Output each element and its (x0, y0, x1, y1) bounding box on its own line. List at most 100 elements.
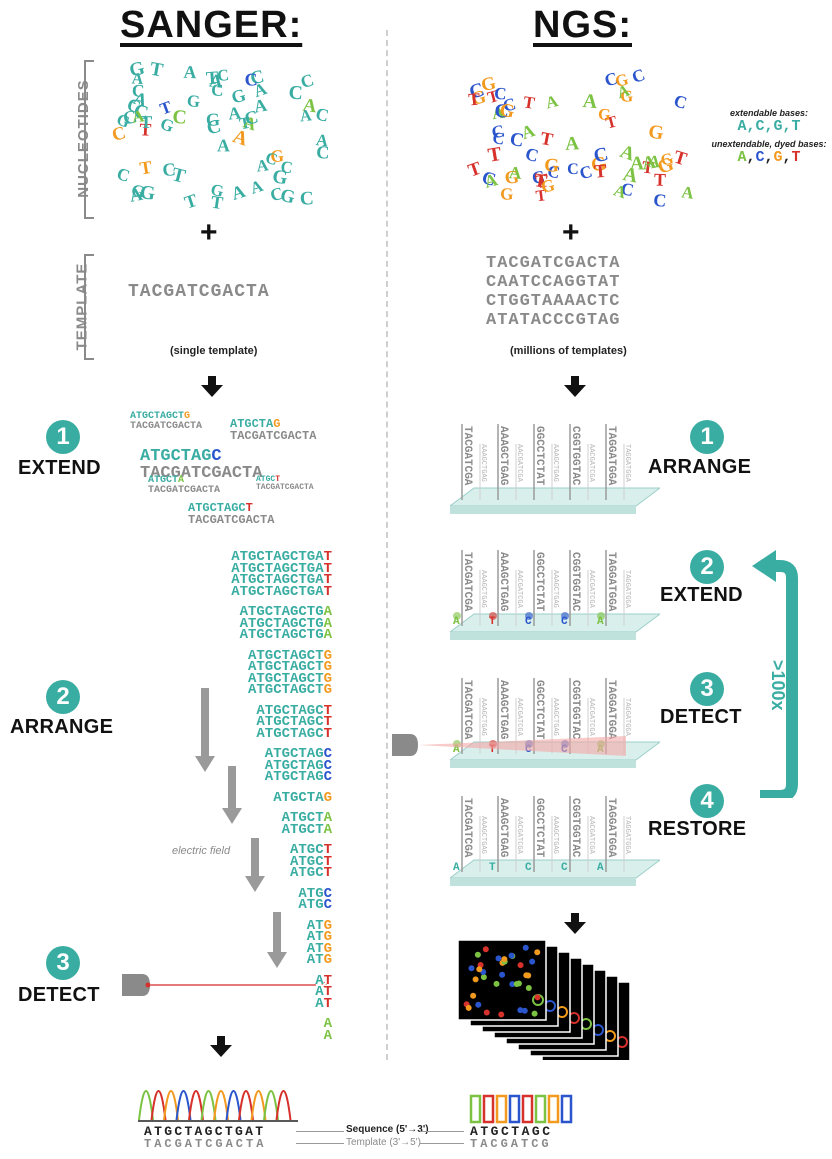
strand-label: AACGATCGA (587, 570, 595, 609)
nucleotide-letter: C (115, 164, 133, 186)
arranged-fragment: ATGCT (290, 842, 333, 858)
sanger-extend-fragments: ATGCTAGCTG TACGATCGACTA ATGCTAG TACGATCGACT… (120, 410, 370, 530)
arranged-fragment: ATGCTAGCTGA (239, 615, 333, 632)
signal-bar (560, 1094, 573, 1124)
nucleotide-letter: G (127, 58, 147, 82)
nucleotide-letter: A (611, 180, 629, 202)
read-base: G (204, 1124, 215, 1139)
read-base: T (511, 1124, 522, 1139)
nucleotide-letter: G (655, 153, 677, 179)
cluster-dot (495, 955, 502, 962)
cluster-dot (517, 962, 524, 969)
column-divider (386, 30, 388, 1060)
extended-base: A (597, 616, 604, 628)
arranged-fragment: ATG (306, 929, 333, 945)
nucleotide-letter: T (182, 190, 200, 213)
ngs-flowcell-detect: TACGATCGA AAAGCTGAG A AAAGCTGAG AACGATCGA T GG… (450, 678, 660, 768)
strand-label: AACGATCGA (515, 570, 523, 609)
strand-label: AAAGCTGAG (479, 444, 487, 482)
extension-fragment: ATGCTA TACGATCGACTA (148, 475, 221, 496)
ngs-sequence-read: ATGCTAGC (470, 1124, 553, 1139)
nucleotide-letter: C (494, 101, 509, 123)
nucleotide-letter: C (591, 143, 610, 168)
read-base: A (245, 1124, 256, 1139)
arranged-fragment: ATG (306, 952, 333, 968)
read-base: T (184, 1124, 195, 1139)
nucleotide-letter: A (208, 71, 224, 93)
strand-label: TACGATCGA (461, 680, 473, 740)
arranged-fragment: AT (315, 995, 332, 1012)
nucleotide-letter: G (209, 180, 226, 201)
nucleotide-letter: T (140, 112, 152, 132)
sequence-connector (420, 1131, 464, 1132)
nucleotide-letter: A (681, 182, 695, 202)
cluster-dot (525, 985, 532, 992)
nucleotide-letter: C (162, 159, 177, 180)
flowcell-surface (450, 859, 660, 879)
down-arrow-icon (564, 376, 586, 397)
arranged-fragment: ATGCTAGCTGAT (231, 560, 333, 577)
read-base: C (174, 1124, 185, 1139)
plus-icon: + (200, 216, 218, 249)
down-arrow-icon (201, 376, 223, 397)
nucleotide-letter: T (535, 187, 548, 205)
nucleotide-letter: G (647, 122, 665, 145)
sanger-step-3-label: DETECT (18, 984, 100, 1006)
ngs-flowcell-restore: TACGATCGA AAAGCTGAG A AAAGCTGAG AACGATCGA T GG… (450, 796, 660, 886)
nucleotide-letter: A (131, 106, 145, 126)
nucleotide-letter: T (604, 111, 619, 132)
fluorescent-dot (597, 612, 605, 620)
strand-label: AACGATCGA (587, 444, 595, 483)
down-arrow-icon (195, 756, 215, 772)
flowcell-edge (450, 632, 636, 640)
ngs-templates: TACGATCGACTA CAATCCAGGTAT CTGGTAAAACTC A… (486, 254, 620, 330)
strand-label: AAAGCTGAG (551, 698, 559, 736)
strand-label: AAAGCTGAG (479, 570, 487, 608)
strand-label: AAAGCTGAG (551, 444, 559, 482)
cluster-dot (534, 994, 541, 1001)
ngs-template-caption: (millions of templates) (510, 345, 627, 357)
strand-label: TAGGATGGA (623, 444, 631, 483)
extendable-bases: A,C,G,T (737, 118, 801, 135)
nucleotide-letter: C (578, 162, 595, 184)
nucleotide-letter: T (593, 161, 607, 183)
nucleotide-letter: T (468, 89, 481, 110)
nucleotide-letter: T (210, 192, 225, 213)
flowcell-surface (450, 613, 660, 633)
signal-bar (482, 1094, 495, 1124)
strand-label: TAGGATGGA (605, 426, 617, 486)
ngs-signal-bars (469, 1094, 573, 1124)
nucleotide-letter: A (217, 135, 230, 155)
extension-fragment: ATGCT TACGATCGACTA (256, 475, 314, 492)
nucleotide-letter: C (299, 188, 314, 210)
dyed-bases: A,C,G,T (737, 149, 801, 166)
nucleotide-letter: G (278, 185, 297, 209)
nucleotide-letter: G (500, 184, 513, 203)
nucleotide-letter: A (241, 112, 259, 135)
cluster-dot (465, 1004, 472, 1011)
arranged-fragment: ATGCTAGCT (256, 714, 333, 730)
arranged-fragment: ATGCT (290, 853, 333, 870)
extended-base: A (453, 744, 460, 756)
flowcell-surface (450, 487, 660, 507)
ngs-step-3-circle: 3 (690, 672, 724, 706)
ngs-step-3-label: DETECT (660, 706, 742, 728)
nucleotide-letter: C (546, 161, 562, 182)
flowcell-edge (450, 878, 636, 886)
cluster-dot (513, 981, 520, 988)
strand-label: AACGATCGA (515, 444, 523, 483)
read-base: T (224, 1124, 235, 1139)
strand-label: AAAGCTGAG (479, 698, 487, 736)
ngs-flowcell-arrange: TACGATCGA AAAGCTGAG AAAGCTGAG AACGATCGA GGCC… (450, 424, 660, 514)
arranged-fragment: ATGCTA (281, 810, 333, 826)
cluster-dot (521, 1007, 528, 1014)
nucleotide-letter: A (229, 181, 248, 204)
strand-label: AACGATCGA (515, 816, 523, 855)
arranged-fragment: ATGCTA (281, 821, 333, 838)
sanger-step-1-label: EXTEND (18, 457, 101, 479)
nucleotide-letter: G (498, 99, 517, 122)
template-label: TEMPLATE (73, 262, 91, 351)
arranged-fragment: ATGCT (290, 865, 333, 881)
extended-base: C (561, 862, 568, 874)
strand-label: TAGGATGGA (623, 816, 631, 855)
